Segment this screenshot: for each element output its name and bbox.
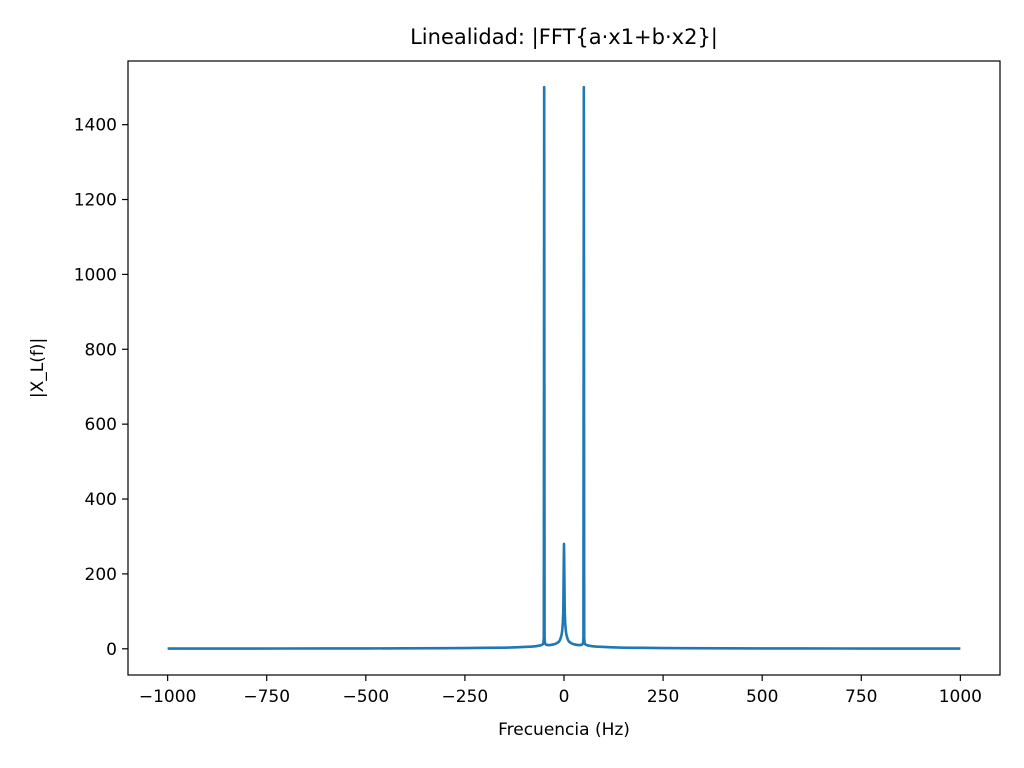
y-tick-label: 0 [106, 640, 117, 660]
y-tick-label: 1000 [74, 265, 117, 285]
y-tick-label: 400 [85, 490, 117, 510]
y-tick-label: 600 [85, 415, 117, 435]
x-tick-label: −1000 [139, 687, 197, 707]
y-tick-label: 200 [85, 565, 117, 585]
x-tick-label: 750 [845, 687, 877, 707]
y-axis-label: |X_L(f)| [28, 338, 48, 398]
x-tick-label: −250 [442, 687, 489, 707]
spectrum-line-0 [167, 85, 961, 650]
x-tick-label: −500 [342, 687, 389, 707]
x-tick-label: 250 [647, 687, 679, 707]
x-tick-label: −750 [243, 687, 290, 707]
chart-title: Linealidad: |FFT{a·x1+b·x2}| [410, 25, 718, 50]
x-axis-label: Frecuencia (Hz) [498, 720, 630, 740]
x-tick-label: 500 [746, 687, 778, 707]
y-tick-label: 800 [85, 340, 117, 360]
x-tick-label: 1000 [939, 687, 982, 707]
y-tick-label: 1400 [74, 116, 117, 136]
y-tick-label: 1200 [74, 191, 117, 211]
x-tick-label: 0 [559, 687, 570, 707]
